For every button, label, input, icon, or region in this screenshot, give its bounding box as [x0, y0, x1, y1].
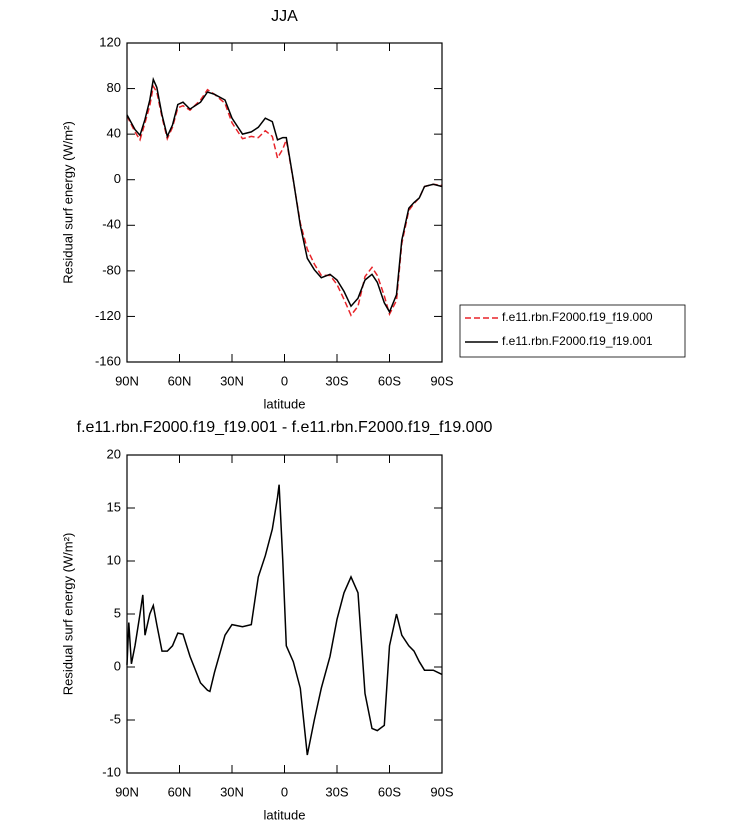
x-tick-label: 30S — [325, 373, 348, 388]
plot-frame — [126, 42, 443, 363]
y-tick-label: -80 — [102, 262, 121, 277]
x-tick-label: 30N — [220, 373, 244, 388]
y-tick-label: 80 — [107, 80, 121, 95]
x-tick-label: 60S — [378, 784, 401, 799]
x-axis-label: latitude — [264, 807, 306, 822]
y-tick-label: 20 — [107, 446, 121, 461]
y-axis-label: Residual surf energy (W/m²) — [60, 121, 75, 284]
x-tick-label: 90S — [430, 784, 453, 799]
y-tick-label: 120 — [99, 34, 121, 49]
y-tick-label: 40 — [107, 126, 121, 141]
chart-title: f.e11.rbn.F2000.f19_f19.001 - f.e11.rbn.… — [77, 419, 493, 436]
y-tick-label: -10 — [102, 764, 121, 779]
x-tick-label: 30S — [325, 784, 348, 799]
x-tick-label: 90S — [430, 373, 453, 388]
x-tick-label: 90N — [115, 784, 139, 799]
y-tick-label: -40 — [102, 217, 121, 232]
x-tick-label: 30N — [220, 784, 244, 799]
legend-label: f.e11.rbn.F2000.f19_f19.000 — [502, 310, 653, 324]
x-axis-label: latitude — [264, 396, 306, 411]
y-tick-label: 15 — [107, 499, 121, 514]
y-tick-label: 10 — [107, 552, 121, 567]
y-tick-label: -160 — [95, 353, 121, 368]
plot-frame — [126, 454, 443, 774]
series-line — [126, 84, 443, 317]
y-tick-label: -5 — [109, 711, 121, 726]
y-tick-label: 0 — [114, 658, 121, 673]
legend-label: f.e11.rbn.F2000.f19_f19.001 — [502, 334, 653, 348]
x-tick-label: 0 — [281, 373, 288, 388]
series-line — [126, 76, 443, 314]
x-tick-label: 60S — [378, 373, 401, 388]
x-tick-label: 60N — [168, 784, 192, 799]
y-tick-label: 0 — [114, 171, 121, 186]
y-tick-label: 5 — [114, 605, 121, 620]
y-tick-label: -120 — [95, 308, 121, 323]
y-axis-label: Residual surf energy (W/m²) — [60, 533, 75, 696]
x-tick-label: 90N — [115, 373, 139, 388]
series-line — [126, 484, 443, 756]
legend-box — [459, 304, 686, 358]
chart-title: JJA — [271, 8, 298, 25]
x-tick-label: 60N — [168, 373, 192, 388]
x-tick-label: 0 — [281, 784, 288, 799]
